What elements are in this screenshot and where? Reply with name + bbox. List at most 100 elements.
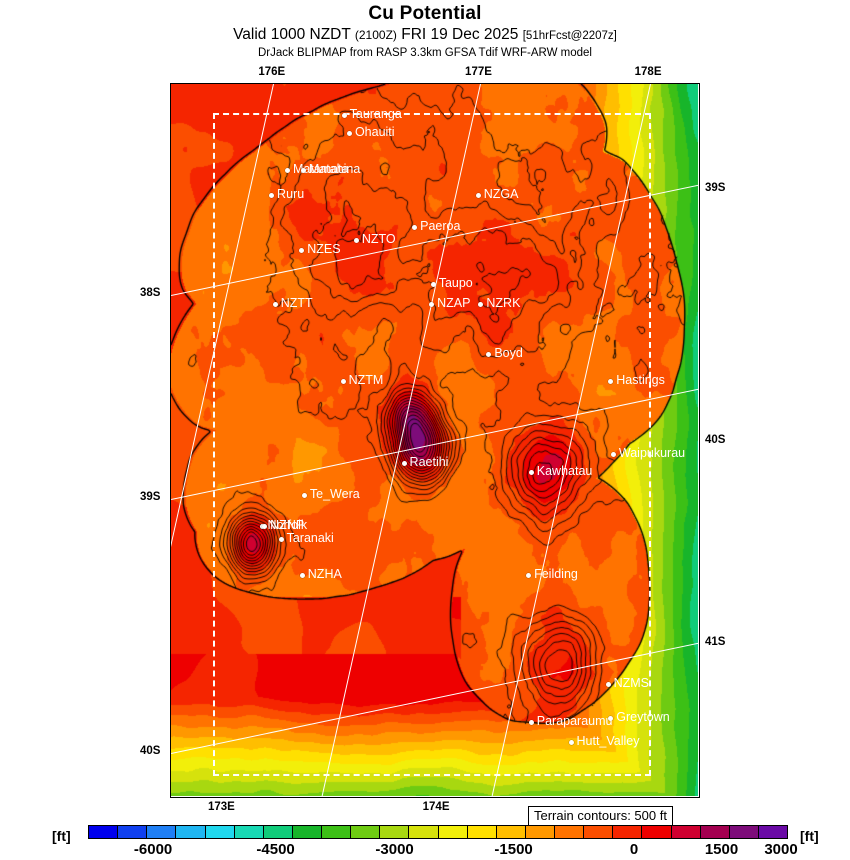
station-dot-icon: [300, 168, 306, 174]
lat-tick-left: 40S: [140, 744, 161, 757]
station-dot-icon: [568, 739, 574, 745]
station-label: NZMS: [613, 676, 650, 691]
terrain-contour-legend: Terrain contours: 500 ft: [528, 806, 673, 826]
colorbar-band: [613, 826, 643, 838]
colorbar-band: [409, 826, 439, 838]
station-label: Matahina: [308, 162, 361, 177]
station-dot-icon: [340, 378, 346, 384]
station-dot-icon: [478, 302, 484, 308]
station-label: NZTO: [361, 231, 396, 246]
colorbar-band: [234, 826, 264, 838]
colorbar-band: [555, 826, 585, 838]
colorbar-tick: -4500: [256, 841, 295, 858]
station-label: Matamata: [292, 162, 349, 177]
colorbar-band: [584, 826, 614, 838]
colorbar-band: [758, 826, 787, 838]
station-dot-icon: [301, 492, 307, 498]
colorbar-band: [351, 826, 381, 838]
lon-tick-bottom: 174E: [422, 801, 450, 813]
station-label: Ruru: [277, 186, 305, 201]
station-label: NZES: [307, 242, 341, 257]
valid-time-local: Valid 1000 NZDT: [233, 26, 351, 43]
station-label: NZHA: [307, 567, 342, 582]
station-label: NZGA: [483, 186, 519, 201]
station-label: NZAP: [437, 296, 471, 311]
valid-date: FRI 19 Dec 2025: [401, 26, 519, 43]
station-dot-icon: [486, 352, 492, 358]
station-dot-icon: [401, 460, 407, 466]
station-dot-icon: [605, 682, 611, 688]
colorbar-unit-right: [ft]: [800, 828, 819, 844]
colorbar-unit-left: [ft]: [52, 828, 71, 844]
station-dot-icon: [429, 302, 435, 308]
station-dot-icon: [353, 237, 359, 243]
station-dot-icon: [608, 716, 614, 722]
station-label: Kawhatau: [536, 464, 593, 479]
station-label: Taranaki: [286, 530, 334, 545]
colorbar-gradient: [88, 825, 788, 839]
forecast-domain-box: [213, 112, 652, 776]
station-dot-icon: [269, 192, 275, 198]
station-dot-icon: [299, 248, 305, 254]
station-label: NZRK: [486, 296, 521, 311]
station-label: Raetihi: [409, 454, 449, 469]
colorbar-band: [729, 826, 759, 838]
station-dot-icon: [341, 113, 347, 119]
lat-tick-right: 40S: [705, 433, 726, 446]
station-label: Te_Wera: [309, 486, 360, 501]
colorbar-band: [642, 826, 672, 838]
model-description: DrJack BLIPMAP from RASP 3.3km GFSA Tdif…: [257, 47, 592, 59]
colorbar-band: [118, 826, 148, 838]
header: Cu Potential Valid 1000 NZDT (2100Z) FRI…: [0, 0, 850, 61]
station-dot-icon: [526, 573, 532, 579]
station-label: Ohauiti: [354, 125, 395, 140]
lat-tick-left: 38S: [140, 286, 161, 299]
station-label: Greytown: [616, 710, 670, 725]
colorbar-tick: -3000: [375, 841, 414, 858]
station-label: NZTT: [280, 296, 313, 311]
colorbar-band: [263, 826, 293, 838]
station-dot-icon: [259, 523, 265, 529]
station-dot-icon: [528, 470, 534, 476]
page-title: Cu Potential: [368, 3, 482, 24]
station-dot-icon: [475, 192, 481, 198]
lon-tick-top: 176E: [258, 66, 286, 78]
colorbar-band: [205, 826, 235, 838]
map-container[interactable]: Tauranga Ohauiti Matamata Matahina Ruru NZGA P…: [140, 66, 725, 813]
colorbar-band: [700, 826, 730, 838]
station-dot-icon: [528, 720, 534, 726]
colorbar-tick: 0: [629, 841, 639, 858]
lat-tick-right: 39S: [705, 181, 726, 194]
station-dot-icon: [284, 168, 290, 174]
station-label: Feilding: [534, 567, 578, 582]
colorbar-band: [380, 826, 410, 838]
station-dot-icon: [430, 282, 436, 288]
colorbar-band: [147, 826, 177, 838]
station-label: Norfolk: [267, 517, 308, 532]
colorbar-tick: 1500: [704, 841, 739, 858]
lat-tick-left: 39S: [140, 490, 161, 503]
station-dot-icon: [608, 378, 614, 384]
station-label: Hastings: [616, 372, 665, 387]
station-dot-icon: [272, 302, 278, 308]
colorbar-band: [322, 826, 352, 838]
station-label: NZTM: [348, 372, 384, 387]
station-dot-icon: [278, 536, 284, 542]
valid-time-line: Valid 1000 NZDT (2100Z) FRI 19 Dec 2025 …: [0, 25, 850, 46]
colorbar-band: [496, 826, 526, 838]
colorbar-band: [438, 826, 468, 838]
colorbar-band: [467, 826, 497, 838]
station-label: Boyd: [494, 346, 523, 361]
station-label: Hutt_Valley: [576, 733, 640, 748]
colorbar-band: [671, 826, 701, 838]
station-dot-icon: [299, 573, 305, 579]
colorbar-band: [525, 826, 555, 838]
station-label: Paraparaumu: [536, 714, 613, 729]
station-label: NZNP: [270, 517, 305, 532]
map-frame[interactable]: Tauranga Ohauiti Matamata Matahina Ruru NZGA P…: [170, 83, 700, 798]
station-dot-icon: [346, 131, 352, 137]
colorbar-band: [292, 826, 322, 838]
station-dot-icon: [412, 224, 418, 230]
station-dot-icon: [610, 452, 616, 458]
station-label: Taupo: [438, 276, 473, 291]
